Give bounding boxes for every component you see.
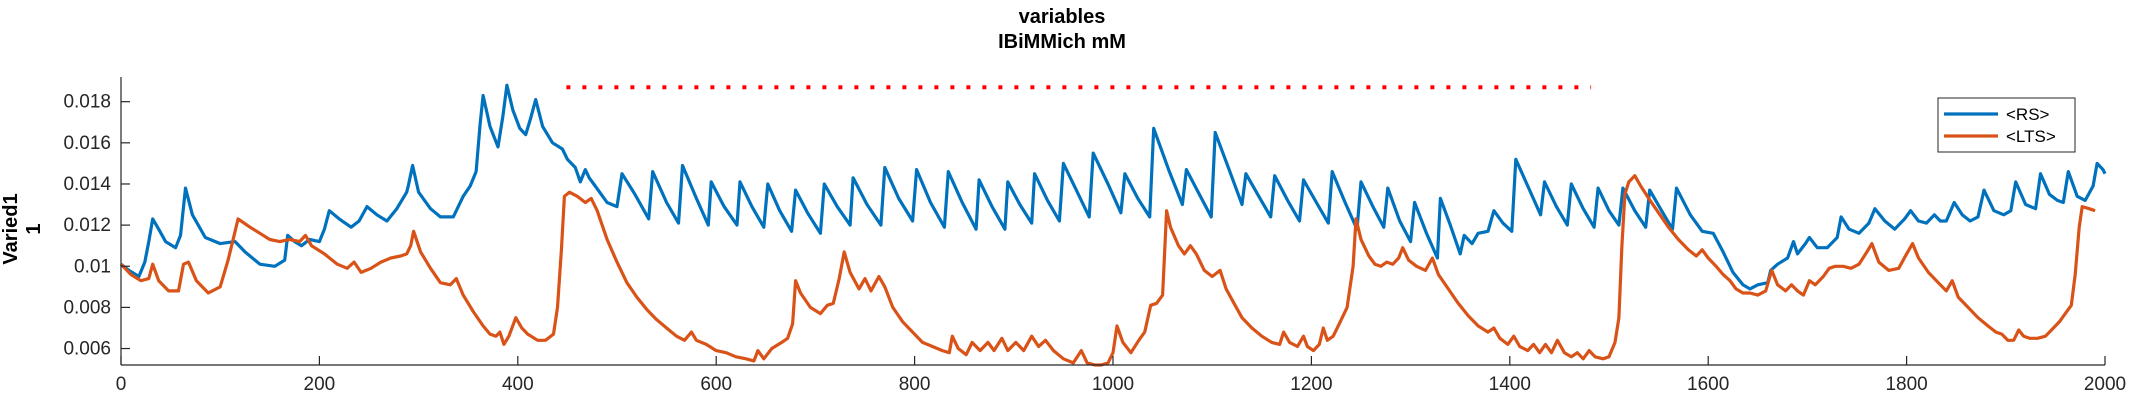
series-line-1 (120, 83, 2107, 291)
x-tick-label: 2000 (2084, 374, 2126, 395)
legend-box (1937, 97, 2076, 153)
legend: <RS> <LTS> (1937, 97, 2076, 153)
x-tick-label: 800 (899, 374, 931, 395)
legend-label: <LTS> (2006, 127, 2056, 146)
y-tick-label: 0.006 (63, 339, 111, 360)
x-tick-label: 400 (502, 374, 534, 395)
y-axis-label: Varied1 (0, 193, 22, 264)
x-tick-label: 200 (304, 374, 336, 395)
y-tick-label: 0.012 (63, 215, 111, 236)
y-axis-label-line2: 1 (23, 223, 45, 234)
legend-label: <RS> (2006, 105, 2050, 124)
x-tick-label: 1400 (1489, 374, 1531, 395)
x-tick-label: 1800 (1885, 374, 1927, 395)
axes: 0 200 400 600 800 1000 1200 1400 1600 1800 2000 0.0… (63, 77, 2126, 395)
chart-title: variables (1019, 6, 1106, 28)
y-tick-label: 0.008 (63, 297, 111, 318)
y-tick-label: 0.014 (63, 174, 111, 195)
y-tick-label: 0.01 (74, 256, 111, 277)
series-line-2 (119, 174, 2096, 367)
x-tick-label: 1200 (1290, 374, 1332, 395)
y-tick-label: 0.016 (63, 133, 111, 154)
x-tick-label: 0 (116, 374, 127, 395)
y-tick-label: 0.018 (63, 92, 111, 113)
chart-subtitle: IBiMMich mM (998, 31, 1126, 53)
x-tick-label: 1000 (1092, 374, 1134, 395)
x-tick-label: 600 (700, 374, 732, 395)
plot-area (119, 83, 2107, 367)
x-tick-label: 1600 (1687, 374, 1729, 395)
